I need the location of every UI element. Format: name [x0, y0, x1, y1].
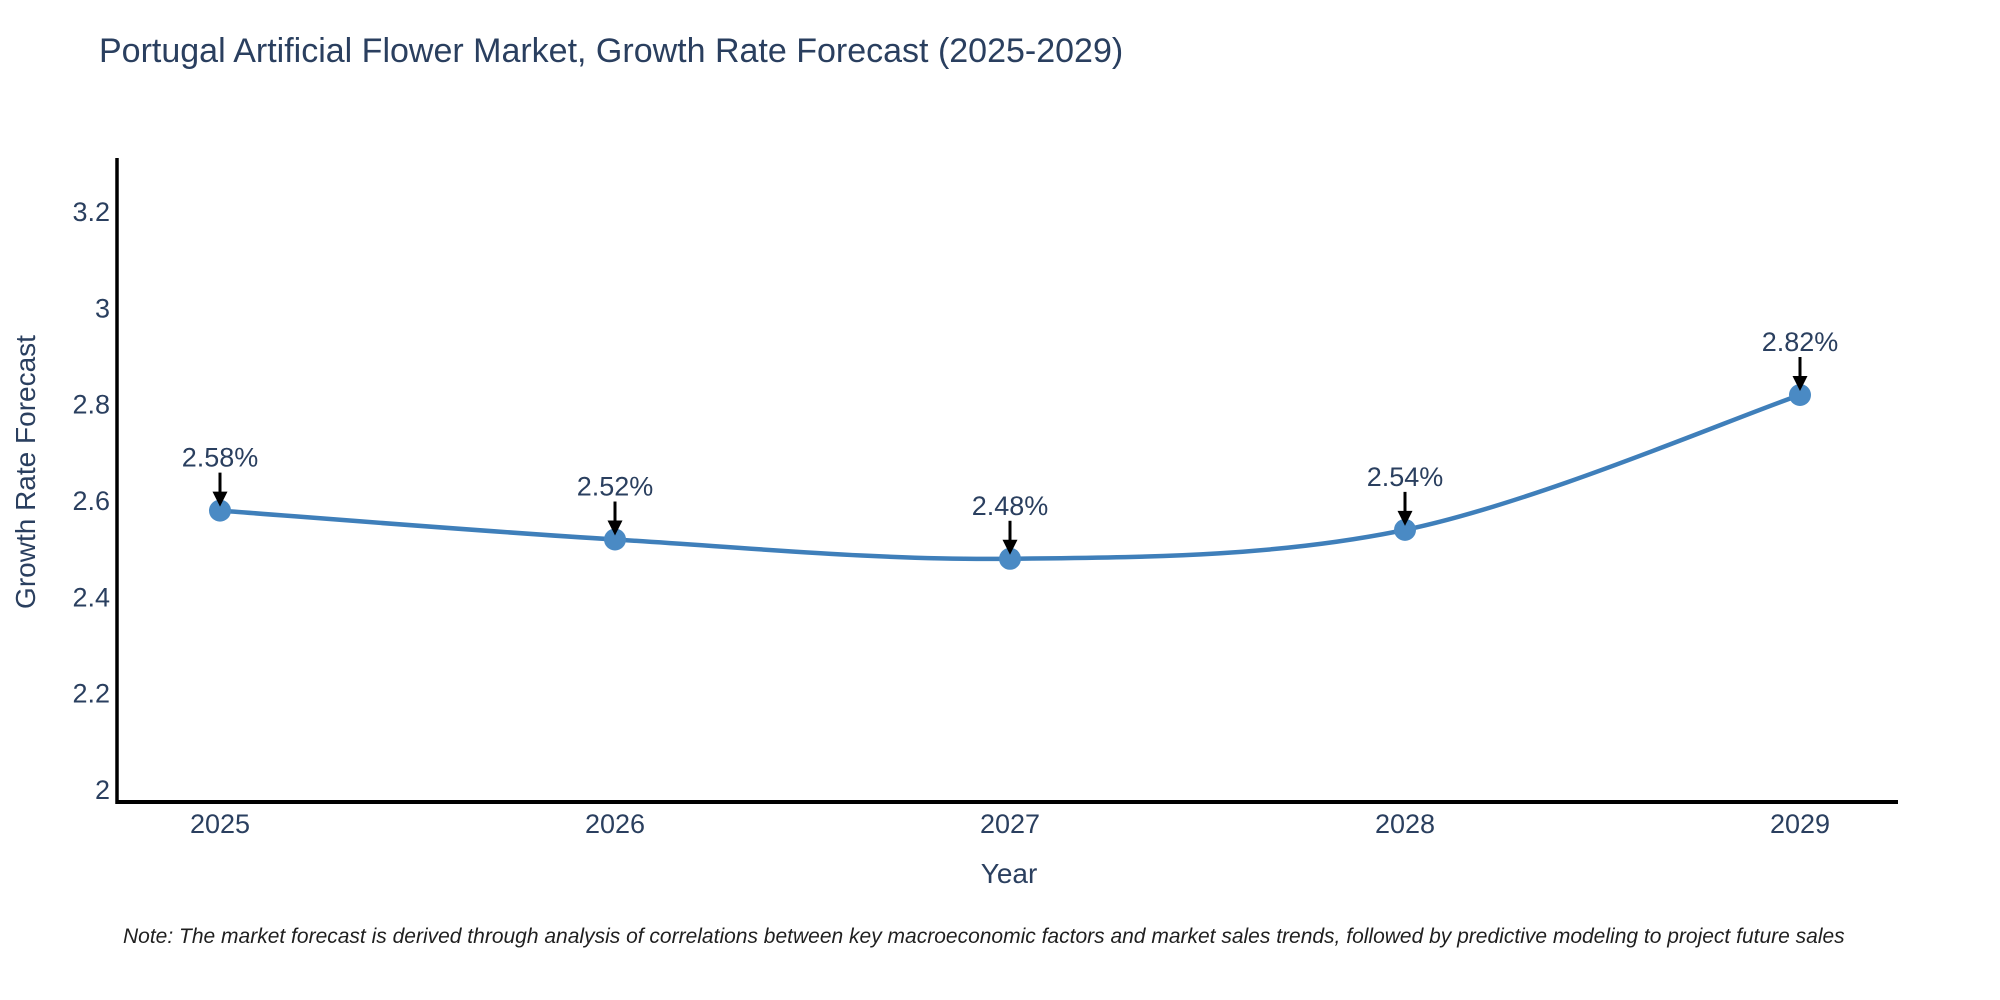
- data-label: 2.54%: [1367, 462, 1444, 492]
- data-point-2029[interactable]: [1789, 384, 1811, 407]
- annotation-arrowhead-icon: [1002, 539, 1018, 555]
- y-tick-label: 2.8: [72, 390, 110, 420]
- note-text: Note: The market forecast is derived thr…: [123, 925, 1845, 948]
- chart-title: Portugal Artificial Flower Market, Growt…: [99, 32, 1124, 70]
- x-tick-label: 2026: [585, 809, 645, 839]
- annotation-arrowhead-icon: [1792, 376, 1808, 392]
- y-tick-label: 2: [95, 775, 110, 805]
- x-axis-title: Year: [980, 858, 1038, 889]
- data-label: 2.82%: [1762, 327, 1839, 357]
- y-tick-label: 2.2: [72, 679, 110, 709]
- data-point-2026[interactable]: [604, 528, 626, 551]
- y-tick-label: 3.2: [72, 197, 110, 227]
- annotation-arrowhead-icon: [212, 491, 228, 507]
- data-point-2027[interactable]: [999, 547, 1021, 570]
- x-tick-label: 2028: [1375, 809, 1435, 839]
- data-point-2025[interactable]: [209, 499, 231, 522]
- y-tick-label: 2.6: [72, 486, 110, 516]
- y-tick-label: 3: [95, 293, 110, 323]
- x-tick-label: 2025: [190, 809, 250, 839]
- x-tick-label: 2027: [980, 809, 1040, 839]
- data-label: 2.58%: [182, 443, 259, 473]
- data-point-2028[interactable]: [1394, 518, 1416, 541]
- data-label: 2.52%: [577, 472, 654, 502]
- annotation-arrowhead-icon: [607, 520, 623, 536]
- x-tick-label: 2029: [1770, 809, 1830, 839]
- y-tick-label: 2.4: [72, 582, 110, 612]
- annotation-arrowhead-icon: [1397, 510, 1413, 526]
- data-label: 2.48%: [972, 491, 1049, 521]
